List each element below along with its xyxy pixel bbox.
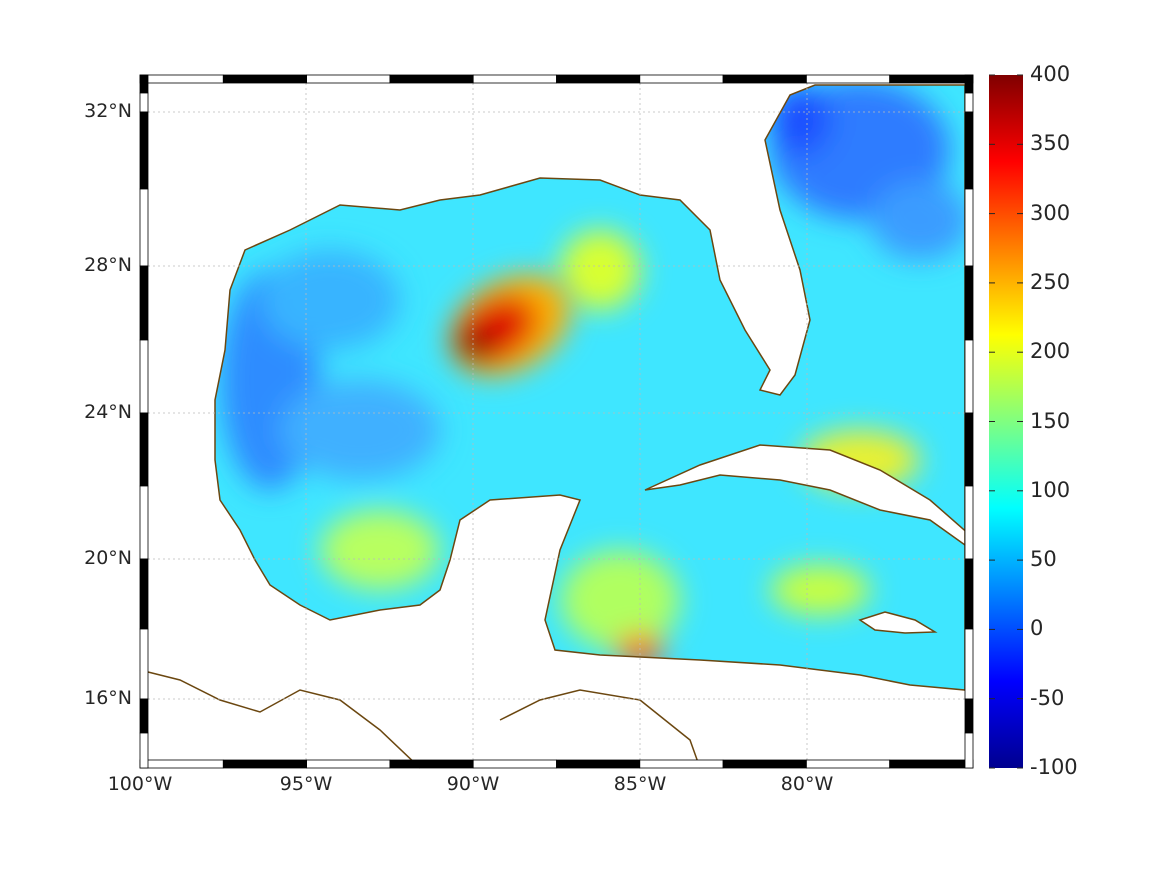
colorbar-tick-label: 400 xyxy=(1030,62,1071,86)
frame-segment xyxy=(139,698,149,734)
colorbar-tick-label: 150 xyxy=(1030,408,1071,433)
frame-segment xyxy=(139,74,149,94)
graticule xyxy=(148,83,965,760)
frame-segment xyxy=(139,111,149,190)
frame-segment xyxy=(139,412,149,487)
frame-segment xyxy=(722,74,807,84)
colorbar-tick-label: 100 xyxy=(1030,477,1071,502)
frame-segment xyxy=(139,339,149,414)
frame-segment xyxy=(964,92,974,113)
colorbar-tick-label: -50 xyxy=(1030,685,1065,710)
frame-segment xyxy=(556,759,641,769)
lon-label: 95°W xyxy=(279,773,333,795)
frame-segment xyxy=(306,74,391,84)
frame-segment xyxy=(889,759,974,769)
lon-label: 100°W xyxy=(107,773,173,795)
frame-segment xyxy=(722,759,807,769)
frame-segment xyxy=(139,92,149,113)
frame-segment xyxy=(139,732,149,769)
frame-segment xyxy=(139,628,149,700)
frame-segment xyxy=(472,759,557,769)
frame-segment xyxy=(222,759,308,769)
colorbar-tick-label: -100 xyxy=(1030,755,1078,779)
frame-segment xyxy=(556,74,641,84)
colorbar-tick-label: 0 xyxy=(1030,616,1044,641)
frame-segment xyxy=(964,339,974,414)
frame-segment xyxy=(964,412,974,487)
frame-segment xyxy=(639,759,724,769)
lat-label: 24°N xyxy=(84,401,132,423)
lon-label: 90°W xyxy=(446,773,500,795)
frame-segment xyxy=(964,74,974,94)
lat-label: 16°N xyxy=(84,687,132,709)
frame-segment xyxy=(222,74,308,84)
frame-segment xyxy=(964,485,974,560)
frame-segment xyxy=(806,759,891,769)
frame-segment xyxy=(639,74,724,84)
lon-label: 85°W xyxy=(613,773,667,795)
frame-segment xyxy=(139,74,224,84)
central-america-coast xyxy=(139,669,701,769)
frame-segment xyxy=(389,759,474,769)
colorbar-ticks xyxy=(989,74,1023,769)
lat-label: 28°N xyxy=(84,254,132,276)
frame-segment xyxy=(139,265,149,341)
lat-label: 32°N xyxy=(84,100,132,122)
frame-segment xyxy=(806,74,891,84)
frame-segment xyxy=(964,698,974,734)
frame-segment xyxy=(889,74,974,84)
jamaica-landmass xyxy=(858,611,938,634)
colorbar-tick-label: 250 xyxy=(1030,269,1071,294)
lon-label: 80°W xyxy=(780,773,834,795)
frame-segment xyxy=(964,265,974,341)
frame-segment xyxy=(139,558,149,630)
frame-segment xyxy=(964,188,974,267)
frame-segment xyxy=(389,74,474,84)
frame-segment xyxy=(964,628,974,700)
colorbar-tick-label: 350 xyxy=(1030,131,1071,156)
frame-segment xyxy=(964,111,974,190)
colorbar-tick-label: 200 xyxy=(1030,339,1071,364)
lat-label: 20°N xyxy=(84,547,132,569)
frame-segment xyxy=(139,188,149,267)
frame-segment xyxy=(964,558,974,630)
frame-segment xyxy=(472,74,557,84)
frame-segment xyxy=(306,759,391,769)
frame-segment xyxy=(139,759,224,769)
frame-segment xyxy=(964,732,974,769)
colorbar-tick-label: 300 xyxy=(1030,200,1071,225)
frame-segment xyxy=(139,485,149,560)
map-frame xyxy=(139,74,974,769)
colorbar-tick-label: 50 xyxy=(1030,547,1057,572)
